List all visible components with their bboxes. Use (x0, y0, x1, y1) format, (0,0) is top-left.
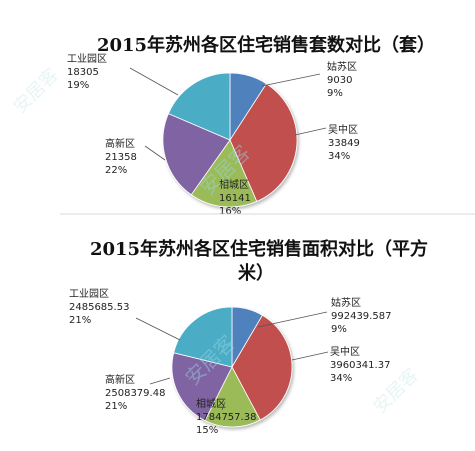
chart2-leader-lines (135, 311, 329, 411)
chart1-label-gusu-value: 9030 (327, 75, 352, 86)
chart1-slice-gaoxin (162, 113, 231, 196)
chart1-label-gaoxin-value: 21358 (105, 152, 137, 163)
chart1-label-gaoxin-category: 高新区 (105, 137, 135, 150)
chart2-title-line2: 米） (238, 262, 274, 284)
chart2-label-gaoxin-value: 2508379.48 (105, 388, 165, 399)
chart1-leader-wuzhong (294, 127, 327, 136)
chart1-slice-gongyeyuan (167, 72, 231, 141)
chart2-label-gusu-value: 992439.587 (331, 311, 391, 322)
chart2-plot (171, 306, 293, 428)
chart1-leader-gusu (261, 73, 321, 87)
chart1-label-gongyeyuan-percent: 19% (67, 80, 89, 91)
chart2-label-xiangcheng-category: 相城区 (196, 397, 226, 410)
chart1-label-wuzhong-category: 吴中区 (328, 123, 358, 136)
chart2-label-gongyeyuan-category: 工业园区 (69, 288, 109, 300)
chart2-title-line1: 2015年苏州各区住宅销售面积对比（平方 (90, 238, 428, 260)
chart2-label-gusu-percent: 9% (331, 324, 347, 335)
chart2-leader-xiangcheng (221, 401, 226, 411)
chart1-leader-gaoxin (144, 145, 166, 161)
chart1-leader-gongyeyuan (129, 67, 179, 96)
chart2-leader-gusu (257, 311, 328, 328)
chart1-labels: 姑苏区 9030 9% 吴中区 33849 34% 相城区 16141 16% 高新区 21358 2… (67, 53, 360, 217)
chart2-label-wuzhong-value: 3960341.37 (330, 360, 390, 371)
chart2-slice-gaoxin (171, 352, 233, 422)
chart1-label-xiangcheng-percent: 16% (219, 206, 241, 217)
chart2-slice-gongyeyuan (173, 306, 233, 368)
chart2-label-wuzhong-category: 吴中区 (330, 345, 360, 358)
chart1-label-gusu-percent: 9% (327, 88, 343, 99)
chart1-label-gongyeyuan-category: 工业园区 (67, 53, 107, 65)
chart2-label-wuzhong-percent: 34% (330, 373, 352, 384)
chart1-label-xiangcheng-value: 16141 (219, 193, 251, 204)
chart2-label-gongyeyuan-percent: 21% (69, 315, 91, 326)
chart2-label-xiangcheng-percent: 15% (196, 425, 218, 436)
chart2-label-xiangcheng-value: 1784757.38 (196, 412, 256, 423)
chart1-slice-xiangcheng (190, 139, 258, 208)
chart2-leader-wuzhong (291, 351, 329, 361)
chart1-label-wuzhong-value: 33849 (328, 138, 360, 149)
chart1-label-gaoxin-percent: 22% (105, 165, 127, 176)
watermark-4: 安居客 (10, 65, 63, 118)
chart2-slice-xiangcheng (204, 366, 261, 428)
chart1-label-gusu-category: 姑苏区 (327, 60, 357, 73)
chart2-slice-wuzhong (231, 314, 293, 421)
chart1-label-xiangcheng-category: 相城区 (219, 178, 249, 191)
chart2-label-gaoxin-category: 高新区 (105, 373, 135, 386)
chart2-label-gaoxin-percent: 21% (105, 401, 127, 412)
chart2-label-gongyeyuan-value: 2485685.53 (69, 302, 129, 313)
chart2-labels: 姑苏区 992439.587 9% 吴中区 3960341.37 34% 相城区 178475… (69, 288, 391, 436)
chart2-label-gusu-category: 姑苏区 (331, 296, 361, 309)
chart1-leader-lines (129, 67, 327, 161)
watermark-3: 安居客 (370, 365, 423, 418)
chart1-slice-wuzhong (229, 83, 298, 202)
chart2-leader-gongyeyuan (135, 317, 181, 341)
chart1-title: 2015年苏州各区住宅销售套数对比（套） (97, 34, 435, 56)
chart1-plot (162, 72, 298, 208)
chart2-leader-gaoxin (149, 377, 171, 385)
chart1-label-wuzhong-percent: 34% (328, 151, 350, 162)
chart1-label-gongyeyuan-value: 18305 (67, 67, 99, 78)
